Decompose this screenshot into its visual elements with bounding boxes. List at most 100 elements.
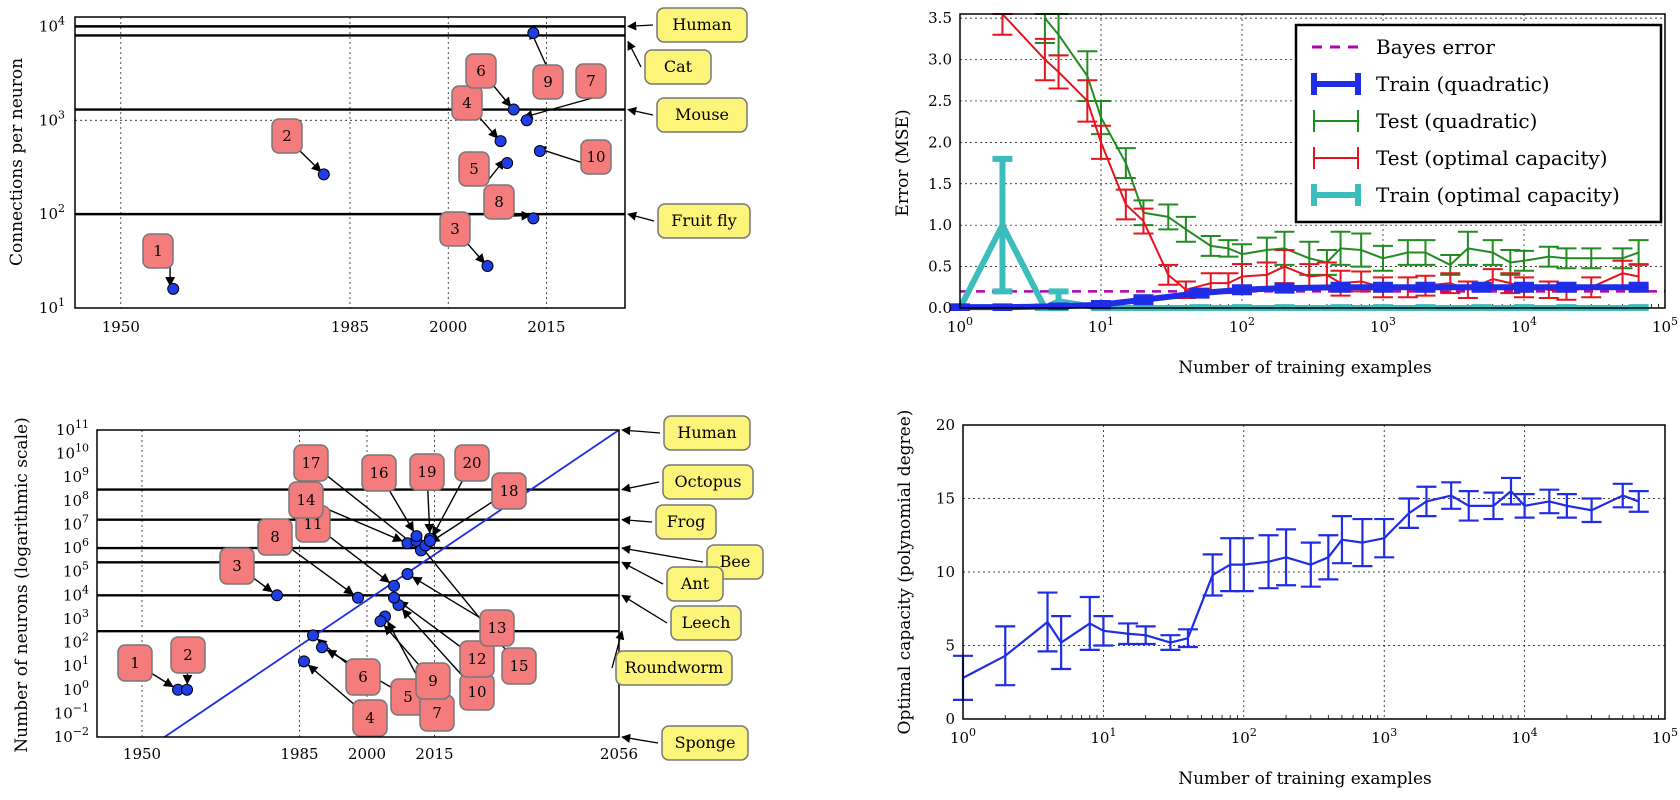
error-legend: Bayes error Train (quadratic) Test (quadra… xyxy=(1294,23,1663,224)
error-plot-frame xyxy=(959,13,1666,309)
point-label-2-box xyxy=(170,636,206,674)
callout-arrow xyxy=(621,561,664,585)
x-tick-label: 102 xyxy=(1229,315,1255,336)
y-tick-label: 105 xyxy=(63,560,89,581)
data-point-5 xyxy=(316,641,328,654)
point-label-1-box xyxy=(117,644,153,682)
callout-human-box xyxy=(663,415,751,451)
data-point-3 xyxy=(481,260,494,273)
point-label-1-box xyxy=(142,233,174,269)
error-y-label: Error (MSE) xyxy=(893,109,913,216)
point-label-12-label: 12 xyxy=(467,650,486,668)
point-label-20-label: 20 xyxy=(462,454,481,472)
x-tick-label: 104 xyxy=(1512,726,1538,747)
y-tick-label: 108 xyxy=(63,489,89,510)
point-arrow xyxy=(387,488,415,532)
y-tick-label: 1011 xyxy=(56,418,89,439)
callout-human-label: Human xyxy=(672,15,731,34)
callout-arrow xyxy=(621,544,704,563)
data-point-8 xyxy=(352,591,364,604)
y-tick-label: 1.0 xyxy=(928,216,952,234)
callout-mouse-label: Mouse xyxy=(675,105,729,124)
data-point-6 xyxy=(307,629,319,642)
x-tick-label: 2000 xyxy=(429,318,467,336)
data-point-5 xyxy=(501,157,514,170)
neurons-y-label: Number of neurons (logarithmic scale) xyxy=(12,417,32,752)
point-label-14-label: 14 xyxy=(296,491,315,509)
y-tick-label: 107 xyxy=(63,512,89,533)
data-point-4 xyxy=(494,135,507,148)
point-label-5-box xyxy=(458,151,490,187)
x-tick-label: 105 xyxy=(1652,315,1678,336)
point-label-8-box xyxy=(257,518,293,556)
data-point-4 xyxy=(298,655,310,668)
point-label-15-label: 15 xyxy=(509,657,528,675)
point-label-3-box xyxy=(219,547,255,585)
point-label-19-label: 19 xyxy=(417,463,436,481)
point-label-18-label: 18 xyxy=(499,482,518,500)
error-chart: 100 101 102 103 104 105 0.0 0.5 1.0 1.5 2.0 2.5 3.0 3… xyxy=(893,9,1678,378)
y-tick-label: 2.5 xyxy=(928,92,952,110)
point-arrow xyxy=(251,576,273,593)
data-point-16 xyxy=(410,530,423,543)
callout-human-box xyxy=(656,7,748,43)
y-tick-label: 15 xyxy=(936,490,955,508)
x-tick-label: 100 xyxy=(950,726,976,747)
callout-arrow xyxy=(621,594,668,624)
callout-arrow xyxy=(627,40,642,68)
point-label-15-box xyxy=(501,647,537,685)
x-tick-label: 103 xyxy=(1371,726,1397,747)
y-tick-label: 103 xyxy=(63,607,89,628)
callout-mouse-box xyxy=(656,97,748,133)
point-label-6-box xyxy=(345,658,381,696)
x-tick-label: 103 xyxy=(1370,315,1396,336)
point-label-6-label: 6 xyxy=(476,62,486,80)
point-label-14-box xyxy=(288,481,324,519)
y-tick-label: 10 xyxy=(936,563,955,581)
callout-cat-label: Cat xyxy=(664,57,693,76)
point-label-17-box xyxy=(293,444,329,482)
point-arrow xyxy=(383,624,422,668)
data-point-7 xyxy=(520,114,533,127)
y-tick-label: 0 xyxy=(945,710,955,728)
point-label-20-box xyxy=(454,444,490,482)
y-tick-label: 10−1 xyxy=(54,701,89,722)
data-point-11 xyxy=(388,579,400,592)
point-label-18-box xyxy=(491,472,527,510)
callout-arrow xyxy=(627,21,654,31)
point-label-3-box xyxy=(439,211,471,247)
data-point-3 xyxy=(271,589,283,602)
data-point-2 xyxy=(181,683,193,696)
callout-frog-label: Frog xyxy=(667,512,706,531)
callout-leech-label: Leech xyxy=(682,613,731,632)
point-label-4-box xyxy=(352,699,388,737)
point-label-9-box xyxy=(532,64,564,100)
point-label-7-label: 7 xyxy=(586,72,596,90)
point-arrow xyxy=(510,210,532,221)
callout-octopus-box xyxy=(662,464,754,500)
x-tick-label: 2056 xyxy=(600,745,638,763)
point-label-2-box xyxy=(271,118,303,154)
callout-arrow xyxy=(621,733,659,744)
point-arrow xyxy=(298,149,322,173)
y-tick-label: 3.0 xyxy=(928,51,952,69)
x-tick-label: 101 xyxy=(1090,726,1116,747)
point-arrow xyxy=(401,608,466,680)
point-label-4-label: 4 xyxy=(365,709,375,727)
callout-roundworm-box xyxy=(615,650,733,686)
capacity-x-label: Number of training examples xyxy=(1178,769,1432,789)
callout-sponge-label: Sponge xyxy=(675,733,736,752)
point-arrow xyxy=(149,671,174,688)
y-tick-label: 106 xyxy=(63,536,89,557)
callout-fruit-fly-label: Fruit fly xyxy=(671,211,736,230)
point-label-6-box xyxy=(465,53,497,89)
point-arrow xyxy=(432,478,465,537)
x-tick-label: 2015 xyxy=(527,318,565,336)
point-arrow xyxy=(411,576,482,620)
y-tick-label: 3.5 xyxy=(928,9,952,27)
data-point-6 xyxy=(507,103,520,116)
point-label-9-label: 9 xyxy=(543,73,553,91)
data-point-10 xyxy=(533,145,546,158)
y-tick-label: 1.5 xyxy=(928,175,952,193)
point-label-1-label: 1 xyxy=(153,242,163,260)
